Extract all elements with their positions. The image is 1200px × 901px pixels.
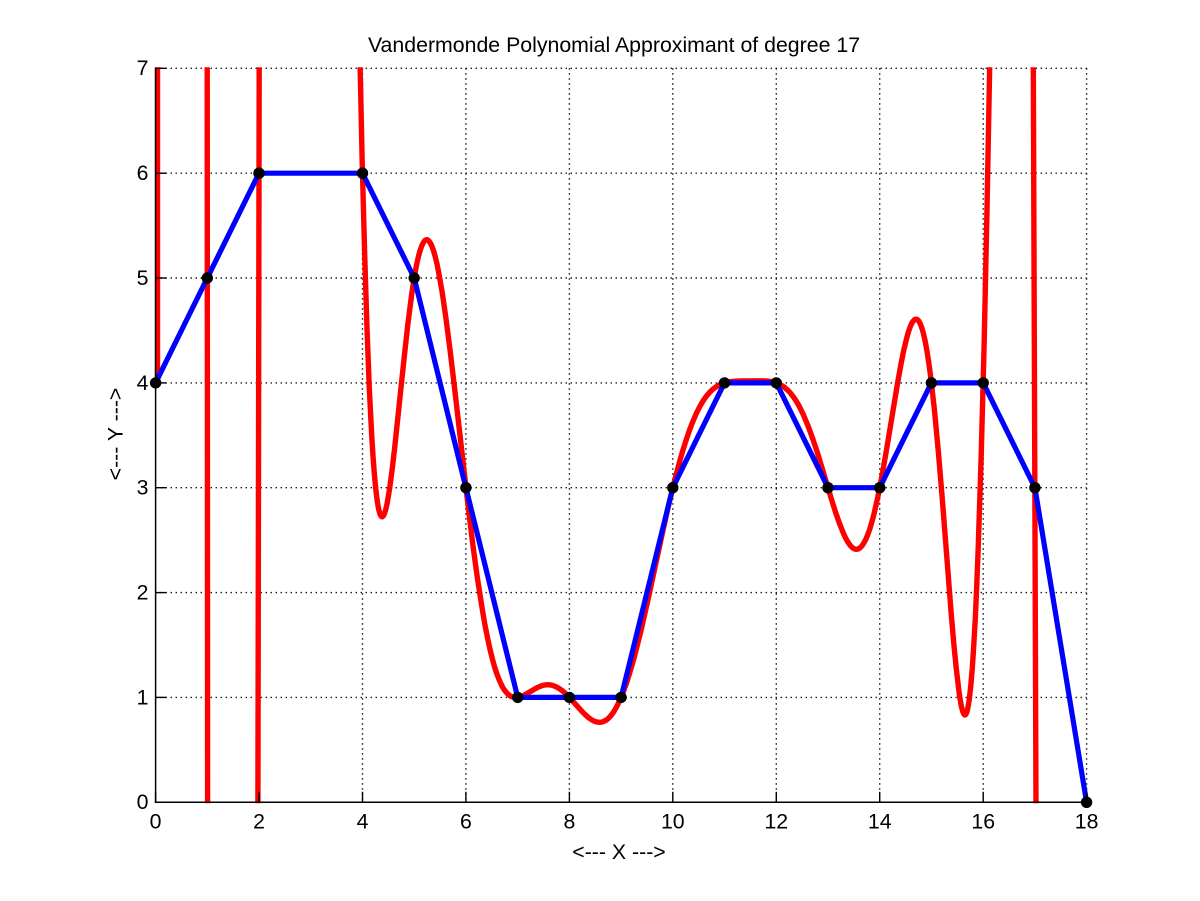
svg-text:12: 12 <box>764 810 788 834</box>
svg-text:10: 10 <box>661 810 685 834</box>
svg-text:Vandermonde Polynomial Approxi: Vandermonde Polynomial Approximant of de… <box>368 33 860 57</box>
svg-text:6: 6 <box>137 161 149 185</box>
svg-text:2: 2 <box>253 810 265 834</box>
svg-text:6: 6 <box>460 810 472 834</box>
svg-text:<--- X --->: <--- X ---> <box>572 840 665 864</box>
svg-text:14: 14 <box>868 810 892 834</box>
svg-text:<--- Y --->: <--- Y ---> <box>104 388 128 481</box>
svg-text:8: 8 <box>563 810 575 834</box>
svg-text:16: 16 <box>971 810 995 834</box>
svg-text:18: 18 <box>1075 810 1099 834</box>
svg-text:4: 4 <box>357 810 369 834</box>
svg-text:0: 0 <box>150 810 162 834</box>
svg-text:3: 3 <box>137 476 149 500</box>
svg-text:4: 4 <box>137 371 149 395</box>
svg-text:1: 1 <box>137 685 149 709</box>
svg-text:5: 5 <box>137 266 149 290</box>
svg-text:7: 7 <box>137 56 149 80</box>
svg-text:2: 2 <box>137 581 149 605</box>
svg-text:0: 0 <box>137 790 149 814</box>
